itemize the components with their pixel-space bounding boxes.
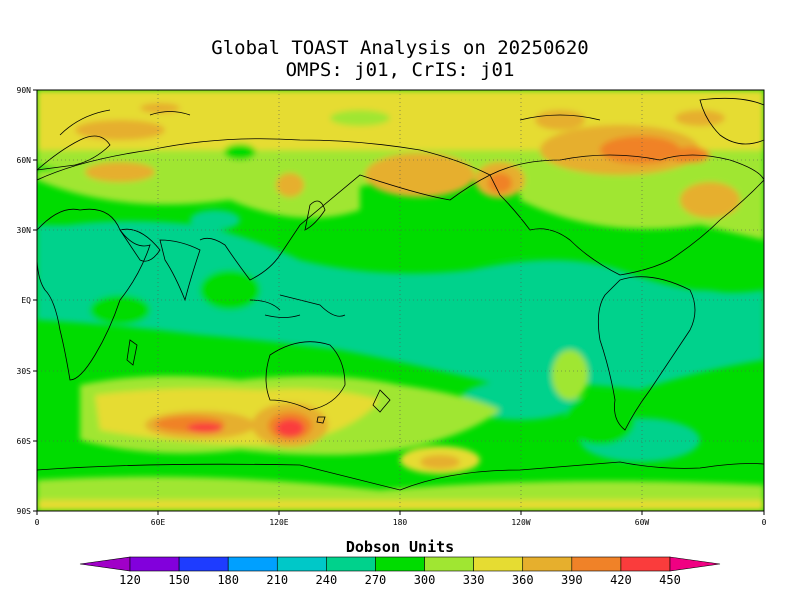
colorbar-segment xyxy=(473,556,524,572)
lat-label: 90N xyxy=(17,86,32,95)
colorbar-tick-label: 300 xyxy=(414,573,436,587)
colorbar-segment xyxy=(178,556,229,572)
lon-label: 120W xyxy=(511,518,530,527)
colorbar-tick-label: 240 xyxy=(316,573,338,587)
colorbar-tick-label: 360 xyxy=(512,573,534,587)
colorbar-segment xyxy=(620,556,671,572)
ozone-field xyxy=(37,90,764,511)
lat-label: 60N xyxy=(17,156,32,165)
lon-label: 60E xyxy=(151,518,166,527)
colorbar-tick-label: 420 xyxy=(610,573,632,587)
colorbar-segment xyxy=(375,556,425,572)
colorbar-segment xyxy=(571,556,622,572)
colorbar-segment xyxy=(522,556,573,572)
lon-label: 60W xyxy=(635,518,650,527)
axis-ticks xyxy=(33,89,765,515)
colorbar-segment xyxy=(79,556,131,572)
lon-labels: 0 60E 120E 180 120W 60W 0 xyxy=(35,518,767,527)
colorbar: 120 150 180 210 240 270 300 330 360 390 420 450 xyxy=(79,556,721,587)
lat-label: 60S xyxy=(17,437,32,446)
chart-subtitle: OMPS: j01, CrIS: j01 xyxy=(285,59,515,81)
colorbar-segment xyxy=(227,556,278,572)
colorbar-tick-label: 450 xyxy=(659,573,681,587)
colorbar-tick-label: 150 xyxy=(168,573,190,587)
colorbar-tick-label: 390 xyxy=(561,573,583,587)
lat-label: 30N xyxy=(17,226,32,235)
colorbar-title: Dobson Units xyxy=(345,538,455,556)
colorbar-tick-label: 270 xyxy=(365,573,387,587)
lat-label: 30S xyxy=(17,367,32,376)
colorbar-segment xyxy=(326,556,376,572)
colorbar-segment xyxy=(669,556,721,572)
colorbar-tick-label: 120 xyxy=(119,573,141,587)
colorbar-segment xyxy=(276,556,327,572)
lat-labels: 90N 60N 30N EQ 30S 60S 90S xyxy=(17,86,32,516)
lon-label: 0 xyxy=(35,518,40,527)
colorbar-tick-label: 210 xyxy=(266,573,288,587)
colorbar-segment xyxy=(424,556,474,572)
chart-title: Global TOAST Analysis on 20250620 xyxy=(211,37,589,59)
lon-label: 0 xyxy=(762,518,767,527)
colorbar-segment xyxy=(129,556,180,572)
lat-label: 90S xyxy=(17,507,32,516)
colorbar-tick-label: 180 xyxy=(217,573,239,587)
lon-label: 120E xyxy=(269,518,288,527)
colorbar-tick-label: 330 xyxy=(463,573,485,587)
lon-label: 180 xyxy=(393,518,408,527)
lat-label: EQ xyxy=(21,296,31,305)
